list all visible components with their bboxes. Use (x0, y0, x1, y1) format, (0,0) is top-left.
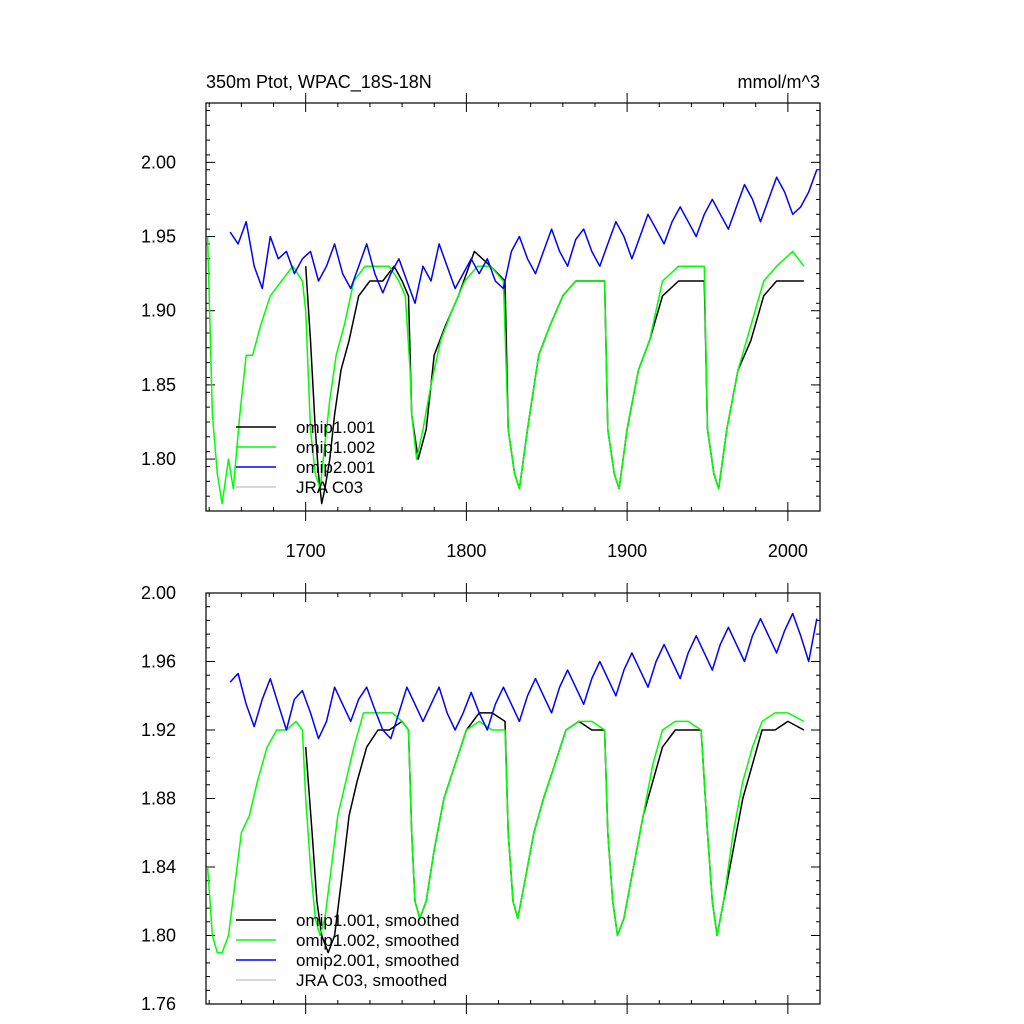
series-line-omip1-001 (304, 250, 804, 505)
legend-label: omip2.001 (296, 458, 375, 477)
y-tick-label: 1.88 (141, 789, 176, 809)
legend-label: omip2.001, smoothed (296, 951, 460, 970)
legend-label: omip1.002 (296, 438, 375, 457)
y-tick-label: 1.92 (141, 720, 176, 740)
x-tick-label: 1800 (446, 541, 486, 561)
y-tick-label: 1.85 (141, 375, 176, 395)
y-tick-label: 1.84 (141, 857, 176, 877)
top-panel: 350m Ptot, WPAC_18S-18N mmol/m^3 1.801.8… (141, 72, 821, 561)
y-tick-label: 1.80 (141, 926, 176, 946)
x-tick-label: 1900 (607, 541, 647, 561)
bottom-panel: 1.76 1.80 1.84 1.88 1.92 1.96 2.00 omip1.001, … (141, 583, 821, 1014)
x-tick-label: 2000 (768, 541, 808, 561)
top-axis-ticks: 1.80 1.85 1.90 1.95 2.00 1700 1800 1900 2000 (141, 93, 821, 561)
series-line-omip2-001-smoothed (229, 612, 818, 740)
y-tick-label: 1.96 (141, 652, 176, 672)
y-tick-label: 2.00 (141, 583, 176, 603)
y-tick-label: 1.90 (141, 301, 176, 321)
legend-label: JRA C03, smoothed (296, 971, 447, 990)
legend-label: omip1.002, smoothed (296, 931, 460, 950)
legend-label: JRA C03 (296, 478, 363, 497)
x-tick-label: 1700 (286, 541, 326, 561)
series-line-omip1-002-smoothed (206, 712, 805, 954)
y-tick-label: 1.80 (141, 449, 176, 469)
series-line-omip1-002 (206, 236, 805, 505)
bottom-axis-ticks: 1.76 1.80 1.84 1.88 1.92 1.96 2.00 (141, 583, 821, 1014)
top-title-left: 350m Ptot, WPAC_18S-18N (206, 72, 432, 93)
legend-label: omip1.001, smoothed (296, 911, 460, 930)
top-series-group (206, 169, 818, 505)
top-title-right: mmol/m^3 (738, 72, 820, 92)
y-tick-label: 1.95 (141, 227, 176, 247)
legend-label: omip1.001 (296, 418, 375, 437)
top-plot-frame (205, 102, 821, 512)
y-tick-label: 2.00 (141, 152, 176, 172)
bottom-series-group (206, 612, 818, 954)
y-tick-label: 1.76 (141, 994, 176, 1014)
series-line-omip2-001 (229, 169, 818, 305)
